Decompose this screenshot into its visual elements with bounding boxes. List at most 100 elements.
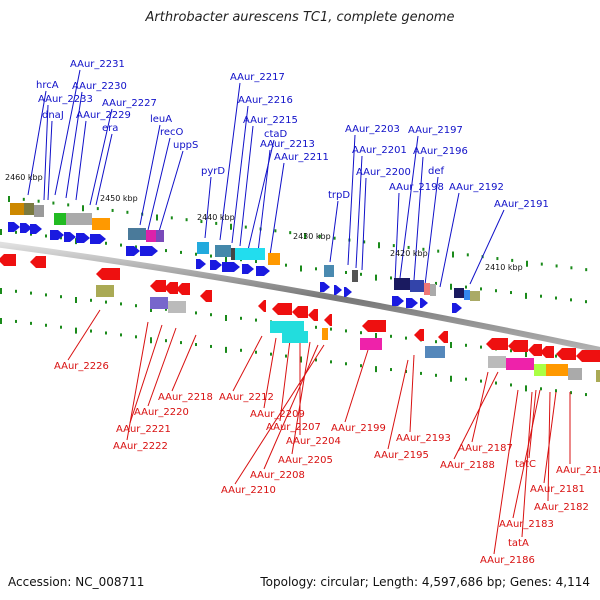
tick-mark — [210, 313, 212, 317]
forward-cds-arrow — [20, 223, 32, 233]
tick-mark — [360, 272, 362, 276]
tick-mark — [318, 234, 321, 238]
tick-mark — [330, 327, 332, 331]
gene-block — [128, 228, 146, 240]
gene-label-reverse: AAur_2222 — [113, 441, 168, 452]
forward-cds-arrow — [196, 259, 206, 269]
tick-mark — [555, 264, 558, 268]
reverse-cds-arrow — [96, 268, 120, 280]
gene-label-forward: recO — [160, 127, 184, 138]
tick-mark — [195, 343, 197, 347]
tick-mark — [555, 354, 557, 358]
tick-mark — [285, 354, 287, 358]
gene-block — [352, 270, 358, 282]
gene-label-forward: AAur_2229 — [76, 110, 131, 121]
tick-mark — [345, 270, 347, 274]
coordinate-layer: 2460 kbp 2450 kbp 2440 kbp 2430 kbp 2420 kbp… — [5, 173, 523, 272]
tick-mark — [255, 318, 257, 322]
gene-block — [34, 205, 44, 217]
gene-label-forward: ctaD — [264, 129, 288, 140]
coord-2460: 2460 kbp — [5, 173, 43, 182]
label-leader-line — [543, 391, 557, 484]
tick-mark — [304, 233, 306, 239]
gene-label-forward: AAur_2211 — [274, 152, 329, 163]
tick-mark — [126, 210, 129, 214]
tick-mark — [375, 274, 377, 281]
tick-mark — [274, 229, 277, 233]
gene-block — [464, 290, 470, 300]
coord-2410: 2410 kbp — [485, 263, 523, 272]
tick-mark — [378, 242, 380, 249]
label-leader-line — [355, 155, 363, 269]
tick-mark — [540, 294, 542, 298]
label-leader-line — [129, 324, 163, 424]
tick-mark — [525, 292, 527, 299]
tick-mark — [390, 334, 392, 338]
tick-mark — [240, 348, 242, 352]
tick-mark — [555, 296, 557, 300]
tick-mark — [570, 298, 572, 302]
forward-cds-arrow — [126, 246, 140, 256]
gene-block — [596, 370, 600, 382]
reverse-cds-arrow — [528, 344, 542, 356]
tick-mark — [111, 208, 114, 212]
gene-block — [150, 297, 168, 309]
tick-mark — [540, 387, 542, 391]
forward-cds-arrow — [8, 222, 20, 232]
gene-label-forward: trpD — [328, 190, 350, 201]
tick-mark — [315, 267, 317, 271]
label-leader-line — [361, 177, 367, 271]
tick-mark — [105, 241, 107, 245]
tick-mark — [570, 391, 572, 395]
accession-text: Accession: NC_008711 — [8, 575, 145, 589]
tick-mark — [315, 358, 317, 362]
label-leader-line — [95, 133, 113, 206]
reverse-cds-arrow — [556, 348, 576, 360]
reverse-cds-arrow — [0, 254, 16, 266]
reverse-cds-arrow — [292, 306, 308, 318]
forward-cds-arrow — [64, 232, 76, 242]
label-leader-line — [344, 349, 369, 423]
gene-label-reverse: AAur_2204 — [286, 436, 341, 447]
label-leader-line — [424, 176, 439, 286]
tick-mark — [0, 229, 2, 235]
forward-cds-arrow — [334, 285, 342, 295]
label-leader-line — [469, 209, 505, 285]
forward-cds-arrow — [452, 303, 462, 313]
label-leader-line — [439, 192, 460, 288]
tick-mark — [555, 389, 557, 393]
reverse-cds-arrow — [164, 282, 178, 294]
gene-block — [394, 278, 410, 290]
tick-mark — [105, 300, 107, 304]
gene-label-forward: leuA — [150, 114, 172, 125]
gene-label-reverse: AAur_2212 — [219, 392, 274, 403]
gene-label-reverse: AAur_2180 — [556, 465, 600, 476]
forward-cds-arrow — [222, 262, 240, 272]
tick-mark — [0, 318, 2, 324]
gene-label-reverse: AAur_2182 — [534, 502, 589, 513]
forward-cds-arrow — [406, 298, 418, 308]
forward-cds-arrow — [392, 296, 404, 306]
label-leader-line — [75, 120, 87, 201]
label-leader-line — [234, 344, 325, 485]
gene-block — [324, 265, 334, 277]
gene-label-forward: AAur_2213 — [260, 139, 315, 150]
tick-mark — [392, 244, 395, 248]
tick-mark — [480, 379, 482, 383]
tick-mark — [452, 251, 454, 258]
label-leader-line — [89, 108, 113, 206]
reverse-cds-arrow — [414, 329, 424, 341]
tick-mark — [165, 249, 167, 253]
gene-block — [506, 358, 534, 370]
gene-label-forward: hrcA — [36, 80, 59, 91]
gene-label-forward: dnaJ — [42, 110, 64, 121]
tick-mark — [120, 243, 122, 247]
tick-mark — [407, 245, 410, 249]
tick-mark — [180, 250, 182, 254]
gene-block — [546, 364, 568, 376]
gene-label-forward: AAur_2192 — [449, 182, 504, 193]
label-leader-line — [279, 339, 291, 422]
tick-mark — [60, 236, 62, 240]
label-leader-line — [263, 337, 277, 409]
gene-block — [534, 364, 546, 376]
